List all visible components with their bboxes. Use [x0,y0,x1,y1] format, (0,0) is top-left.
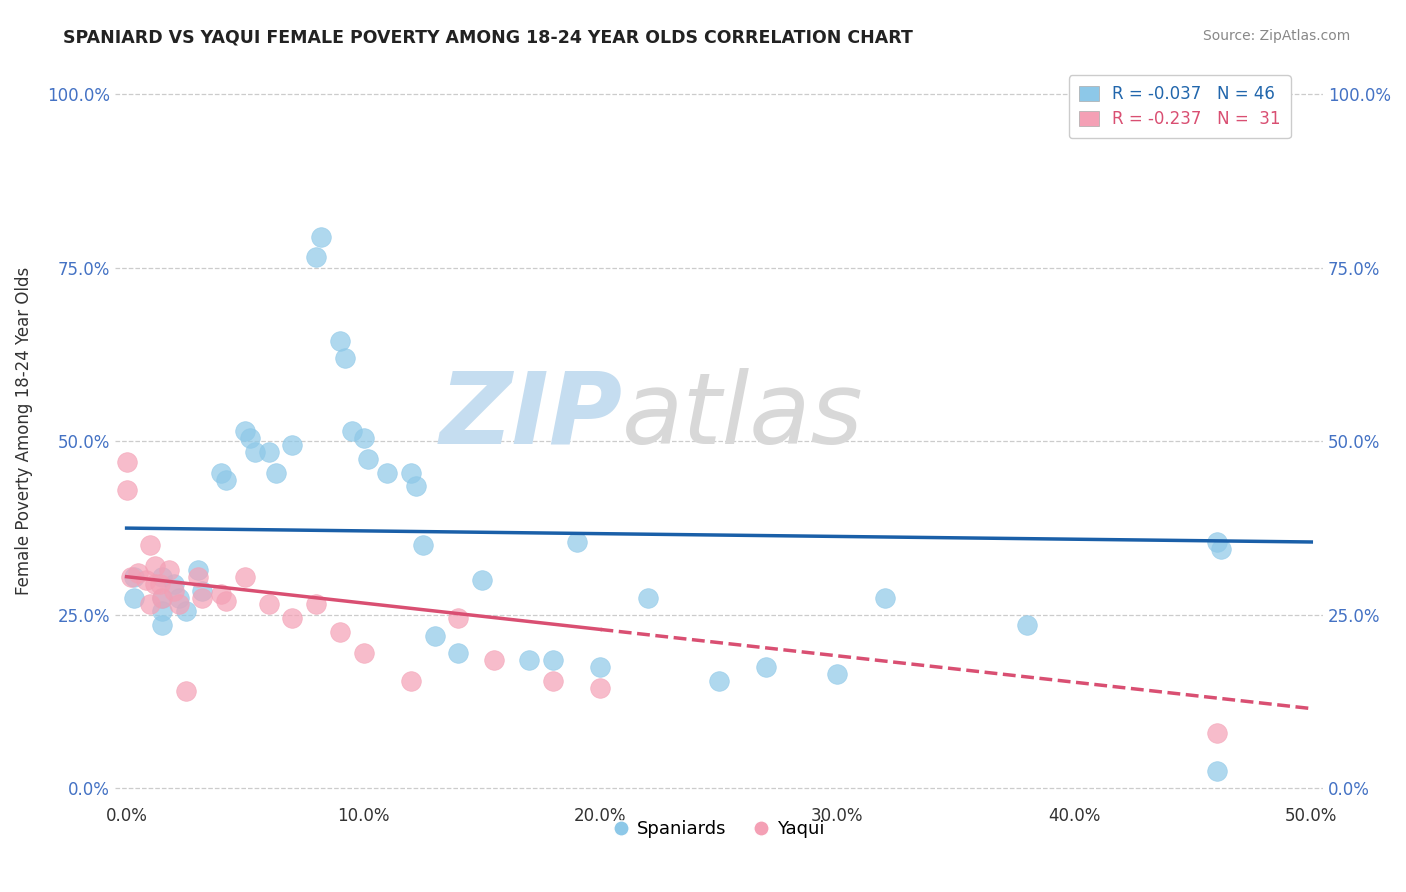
Point [482,653,505,667]
Point [115,483,138,497]
Point [329,334,352,348]
Text: Source: ZipAtlas.com: Source: ZipAtlas.com [1202,29,1350,43]
Point [233,570,256,584]
Point [827,666,849,681]
Text: SPANIARD VS YAQUI FEMALE POVERTY AMONG 18-24 YEAR OLDS CORRELATION CHART: SPANIARD VS YAQUI FEMALE POVERTY AMONG 1… [63,29,912,46]
Point [305,598,328,612]
Point [135,573,157,587]
Point [1205,726,1227,740]
Point [150,591,173,605]
Point [264,466,287,480]
Point [281,438,304,452]
Point [139,598,162,612]
Text: atlas: atlas [623,368,863,465]
Point [305,251,328,265]
Point [1205,764,1227,778]
Point [541,673,564,688]
Point [405,479,427,493]
Point [637,591,659,605]
Point [353,431,375,445]
Point [257,598,280,612]
Point [447,646,470,660]
Point [150,618,173,632]
Point [281,611,304,625]
Point [191,583,214,598]
Point [423,629,446,643]
Point [157,563,180,577]
Point [243,444,266,458]
Point [191,591,214,605]
Point [309,229,332,244]
Point [329,625,352,640]
Point [541,653,564,667]
Point [150,591,173,605]
Point [139,539,162,553]
Text: ZIP: ZIP [439,368,623,465]
Point [150,570,173,584]
Point [143,576,166,591]
Point [167,598,190,612]
Point [233,424,256,438]
Point [340,424,363,438]
Point [565,535,588,549]
Point [163,576,186,591]
Y-axis label: Female Poverty Among 18-24 Year Olds: Female Poverty Among 18-24 Year Olds [15,267,32,595]
Point [873,591,896,605]
Point [122,591,145,605]
Point [122,570,145,584]
Point [1211,541,1233,556]
Point [215,473,238,487]
Point [257,444,280,458]
Legend: Spaniards, Yaqui: Spaniards, Yaqui [606,813,832,846]
Point [353,646,375,660]
Point [399,673,422,688]
Point [1015,618,1038,632]
Point [519,653,541,667]
Point [163,583,186,598]
Point [357,451,380,466]
Point [447,611,470,625]
Point [1205,535,1227,549]
Point [471,573,494,587]
Point [174,604,197,618]
Point [755,660,778,674]
Point [115,455,138,469]
Point [209,587,232,601]
Point [375,466,398,480]
Point [187,563,209,577]
Point [127,566,149,581]
Point [239,431,262,445]
Point [589,681,612,695]
Point [333,351,356,365]
Point [120,570,142,584]
Point [167,591,190,605]
Point [174,684,197,698]
Point [707,673,730,688]
Point [209,466,232,480]
Point [187,570,209,584]
Point [143,559,166,574]
Point [150,604,173,618]
Point [412,539,434,553]
Point [399,466,422,480]
Point [149,576,172,591]
Point [589,660,612,674]
Point [215,594,238,608]
